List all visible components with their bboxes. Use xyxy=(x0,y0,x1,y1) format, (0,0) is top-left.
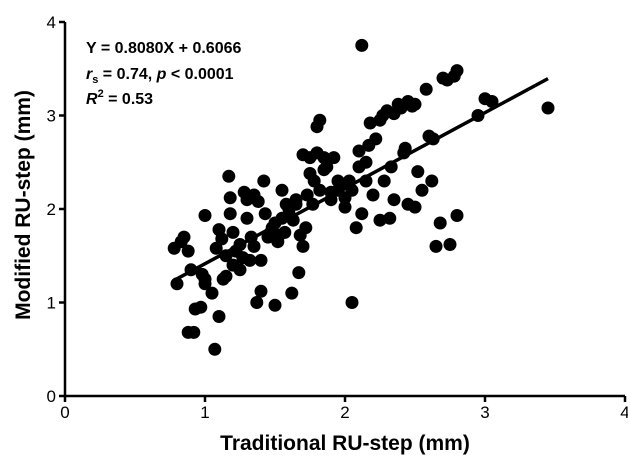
data-point xyxy=(419,82,433,96)
data-point xyxy=(205,286,219,300)
data-point xyxy=(243,253,257,267)
data-point xyxy=(425,174,439,188)
x-tick-label: 4 xyxy=(620,403,628,422)
data-point xyxy=(222,169,236,183)
data-point xyxy=(320,160,334,174)
data-point xyxy=(398,141,412,155)
data-points xyxy=(167,38,555,356)
axes: 0 1 2 3 4 0 1 2 3 4 xyxy=(47,13,628,422)
data-point xyxy=(450,64,464,78)
data-point xyxy=(240,211,254,225)
data-point xyxy=(223,207,237,221)
data-point xyxy=(254,284,268,298)
data-point xyxy=(209,241,223,255)
data-point xyxy=(219,269,233,283)
data-point xyxy=(223,191,237,205)
data-point xyxy=(278,225,292,239)
data-point xyxy=(194,300,208,314)
data-point xyxy=(415,183,429,197)
data-point xyxy=(296,239,310,253)
data-point xyxy=(383,211,397,225)
data-point xyxy=(254,253,268,267)
x-tick-label: 0 xyxy=(60,403,69,422)
data-point xyxy=(443,238,457,251)
data-point xyxy=(198,277,212,291)
data-point xyxy=(345,296,359,309)
data-point xyxy=(485,95,499,108)
y-axis-label: Modified RU-step (mm) xyxy=(12,90,35,320)
data-point xyxy=(541,101,555,115)
data-point xyxy=(408,97,422,111)
regression-line-group xyxy=(176,77,549,281)
data-point xyxy=(411,165,425,179)
data-point xyxy=(366,188,380,202)
data-point xyxy=(275,183,289,197)
data-point xyxy=(313,183,327,197)
data-point xyxy=(352,144,366,158)
x-axis-label: Traditional RU-step (mm) xyxy=(220,432,470,455)
equation-label: Y = 0.8080X + 0.6066 xyxy=(86,40,242,57)
data-point xyxy=(250,296,264,309)
data-point xyxy=(369,132,383,146)
data-point xyxy=(359,155,373,169)
data-point xyxy=(208,342,222,356)
data-point xyxy=(268,298,282,312)
data-point xyxy=(363,116,377,130)
data-point xyxy=(313,113,327,127)
data-point xyxy=(247,239,261,253)
regression-line xyxy=(176,77,549,281)
data-point xyxy=(450,209,464,222)
y-tick-label: 3 xyxy=(47,107,56,126)
data-point xyxy=(258,207,272,221)
data-point xyxy=(373,213,387,227)
data-point xyxy=(338,200,352,214)
data-point xyxy=(170,277,184,291)
data-point xyxy=(377,174,391,188)
data-point xyxy=(355,38,369,52)
data-point xyxy=(349,221,363,235)
data-point xyxy=(257,174,271,188)
data-point xyxy=(408,200,422,214)
x-tick-label: 3 xyxy=(480,403,489,422)
data-point xyxy=(198,209,212,222)
data-point xyxy=(233,263,247,277)
r-squared-label: R2 = 0.53 xyxy=(86,88,153,108)
data-point xyxy=(327,151,341,165)
data-point xyxy=(429,239,443,253)
x-tick-label: 1 xyxy=(200,403,209,422)
data-point xyxy=(289,193,303,207)
data-point xyxy=(299,221,313,235)
data-point xyxy=(285,286,299,300)
data-point xyxy=(212,310,226,323)
y-tick-label: 1 xyxy=(47,294,56,313)
y-tick-label: 4 xyxy=(47,13,56,32)
data-point xyxy=(226,225,240,239)
x-tick-label: 2 xyxy=(340,403,349,422)
y-tick-label: 2 xyxy=(47,200,56,219)
correlation-label: rs = 0.74, p < 0.0001 xyxy=(86,66,234,86)
data-point xyxy=(433,216,447,230)
data-point xyxy=(177,230,191,244)
data-point xyxy=(292,266,306,280)
data-point xyxy=(251,195,265,208)
data-point xyxy=(181,244,195,258)
data-point xyxy=(187,325,201,339)
data-point xyxy=(215,232,229,246)
y-tick-label: 0 xyxy=(47,387,56,406)
data-point xyxy=(355,207,369,221)
data-point xyxy=(387,193,401,207)
